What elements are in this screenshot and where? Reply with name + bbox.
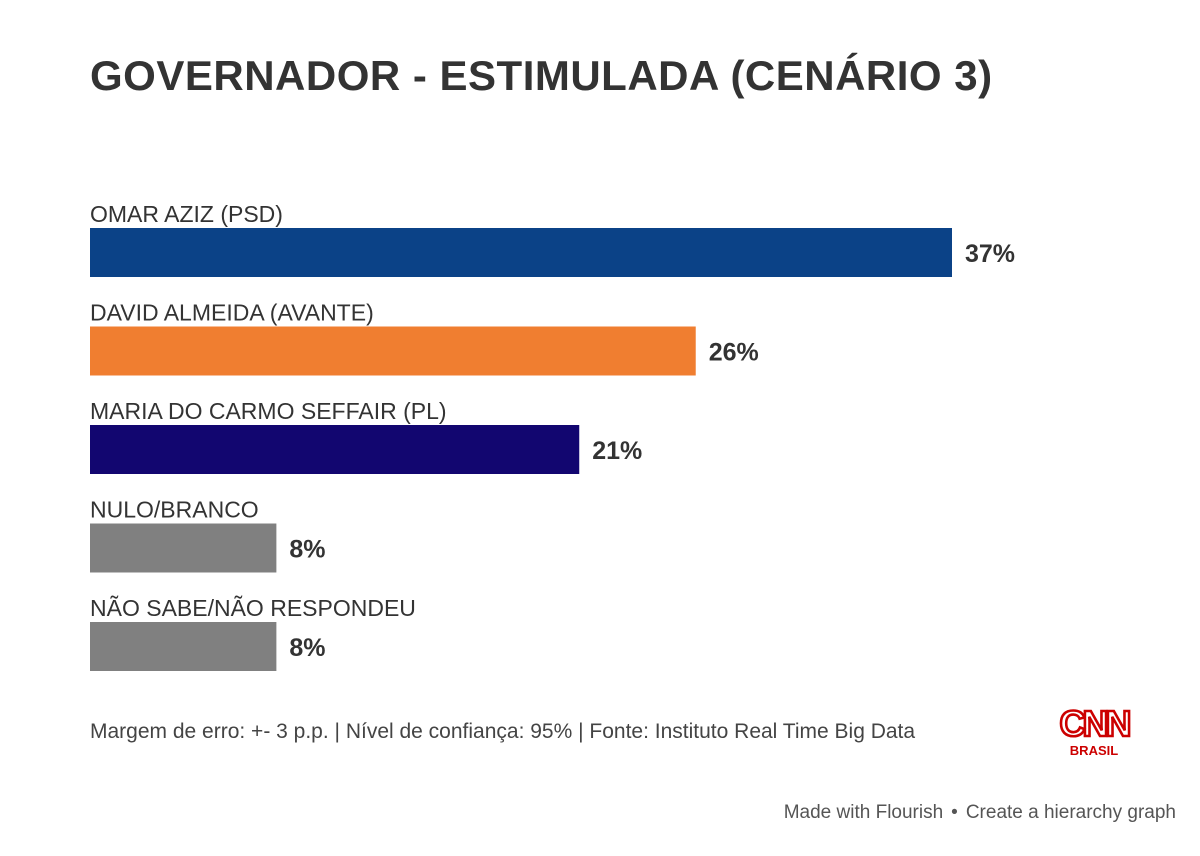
bar-chart: OMAR AZIZ (PSD) 37% DAVID ALMEIDA (AVANTE)… [90, 201, 1015, 671]
bar-5[interactable] [90, 622, 277, 671]
bar-1[interactable] [90, 228, 952, 277]
category-label-1: OMAR AZIZ (PSD) [90, 201, 283, 227]
bar-2[interactable] [90, 326, 696, 376]
flourish-separator: • [951, 802, 958, 823]
flourish-made-link[interactable]: Made with Flourish [783, 802, 944, 823]
value-label-5: 8% [289, 634, 325, 662]
bar-4[interactable] [90, 523, 277, 573]
category-label-2: DAVID ALMEIDA (AVANTE) [90, 300, 374, 326]
category-label-3: MARIA DO CARMO SEFFAIR (PL) [90, 398, 447, 424]
category-label-5: NÃO SABE/NÃO RESPONDEU [90, 595, 416, 621]
value-label-4: 8% [289, 536, 325, 564]
value-label-3: 21% [592, 437, 642, 465]
flourish-credit: Made with Flourish • Create a hierarchy gr… [784, 802, 1176, 824]
bar-3[interactable] [90, 425, 580, 474]
cnn-brasil-logo: CNN BRASIL [1058, 704, 1134, 758]
logo-cnn-text: CNN [1060, 704, 1130, 744]
chart-title: GOVERNADOR - ESTIMULADA (CENÁRIO 3) [90, 52, 993, 99]
value-label-1: 37% [965, 240, 1015, 268]
source-note: Margem de erro: +- 3 p.p. | Nível de con… [90, 720, 916, 743]
logo-brasil-text: BRASIL [1070, 743, 1118, 758]
value-label-2: 26% [709, 339, 759, 367]
category-label-4: NULO/BRANCO [90, 497, 259, 523]
flourish-create-link[interactable]: Create a hierarchy graph [965, 802, 1176, 823]
